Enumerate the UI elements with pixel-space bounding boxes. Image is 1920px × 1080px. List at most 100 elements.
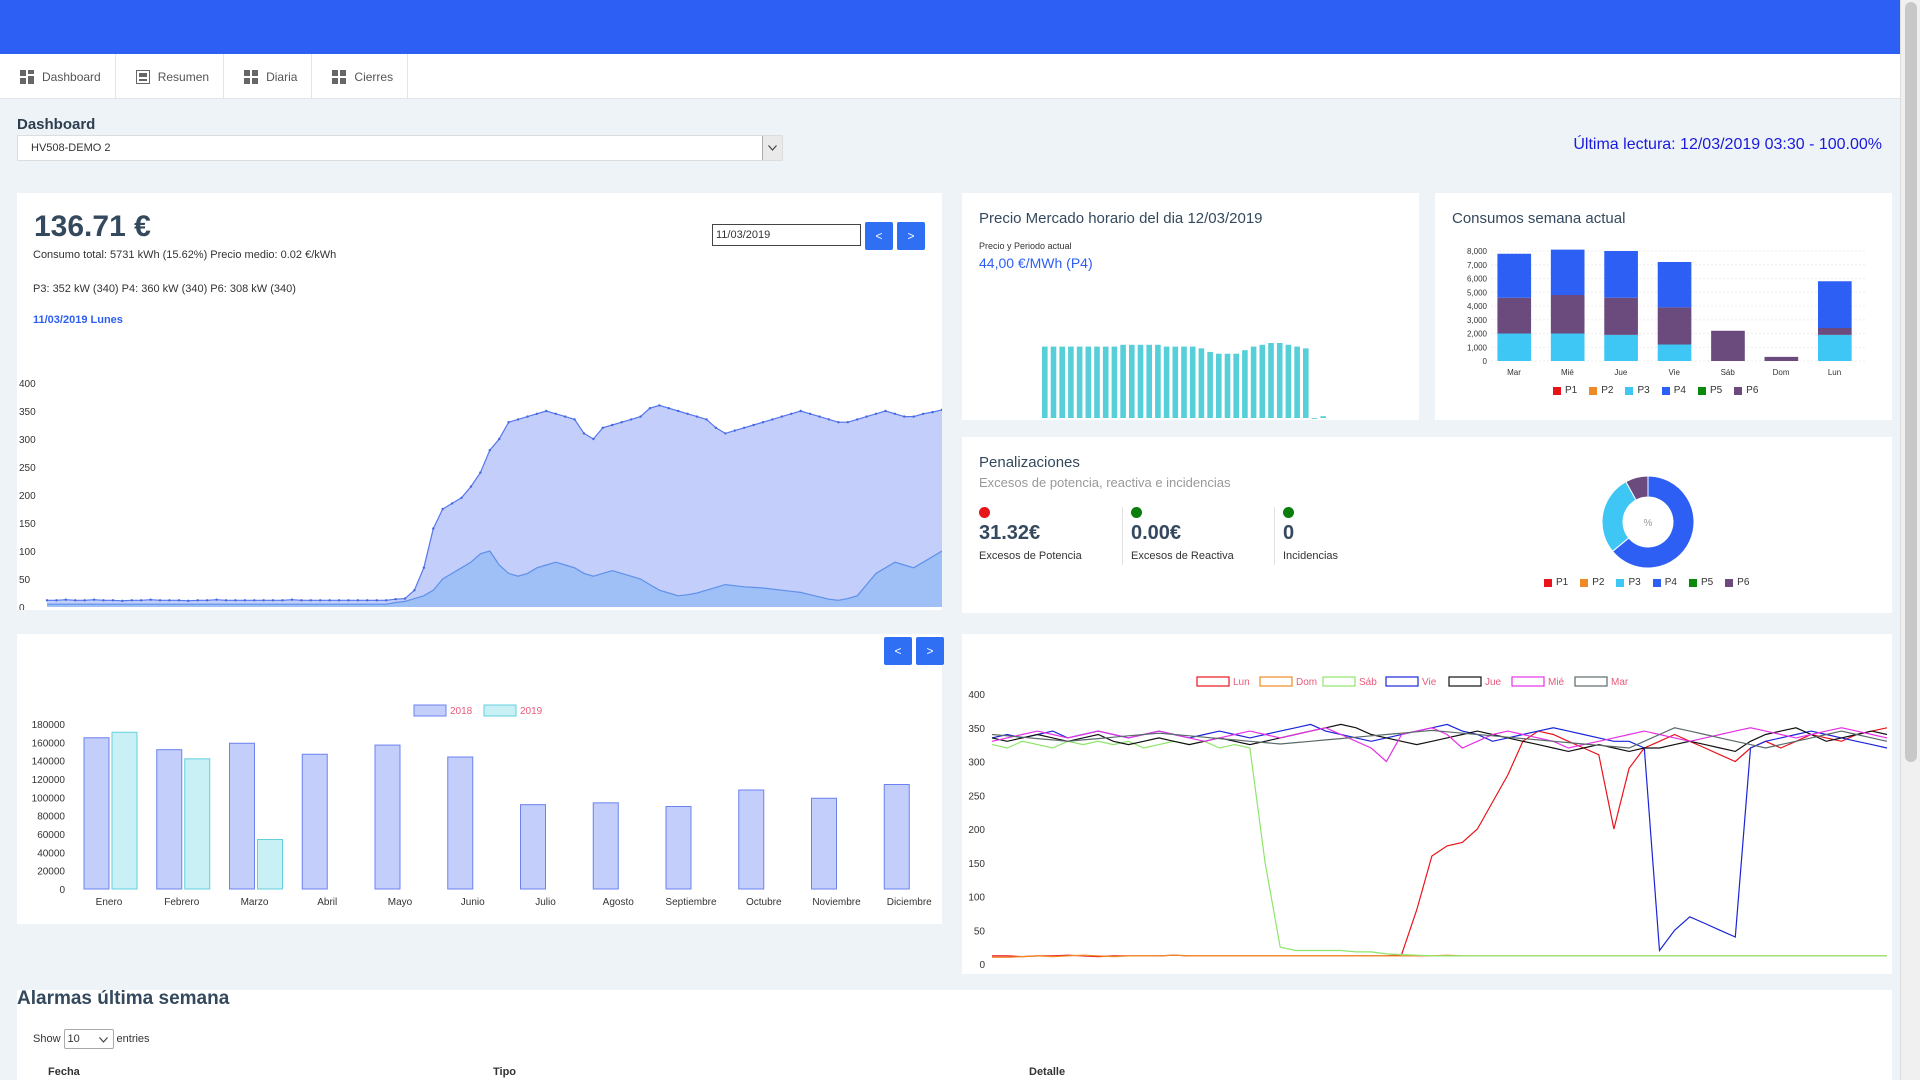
price-bar <box>1059 346 1065 418</box>
data-point <box>903 415 906 418</box>
data-point <box>526 415 529 418</box>
scrollbar-thumb[interactable] <box>1905 2 1917 762</box>
legend-item[interactable]: P2 <box>1589 385 1613 396</box>
data-point <box>667 407 670 410</box>
data-point <box>648 407 652 410</box>
data-point <box>705 418 708 421</box>
column-header-detalle[interactable]: Detalle <box>1029 1066 1066 1078</box>
y-tick-label: 180000 <box>32 720 66 731</box>
legend-item[interactable]: P4 <box>1661 385 1686 396</box>
stacked-bar-segment <box>1711 330 1745 361</box>
legend-item[interactable]: P5 <box>1697 385 1722 396</box>
data-point <box>432 527 435 530</box>
data-point <box>460 496 463 499</box>
legend-item[interactable]: P4 <box>1652 577 1677 588</box>
date-input[interactable]: 11/03/2019 <box>712 224 861 246</box>
next-year-button[interactable]: > <box>916 637 944 665</box>
legend-item[interactable]: P6 <box>1725 577 1749 588</box>
nav-item-dashboard[interactable]: Dashboard <box>0 54 116 99</box>
data-point <box>677 409 680 413</box>
closures-icon <box>332 69 347 84</box>
status-dot <box>1131 507 1142 518</box>
stacked-bar-segment <box>1657 262 1692 308</box>
data-point <box>149 598 152 601</box>
y-tick-label: 2,000 <box>1467 330 1488 339</box>
entries-select[interactable]: 10 <box>63 1029 114 1049</box>
data-point <box>140 599 143 602</box>
price-bar <box>1120 344 1126 418</box>
y-tick-label: 8,000 <box>1467 247 1488 256</box>
nav-item-cierres[interactable]: Cierres <box>312 54 409 99</box>
data-point <box>234 599 237 602</box>
month-bar <box>883 784 910 890</box>
data-point <box>253 599 256 602</box>
data-point <box>658 404 661 407</box>
x-tick-label: Vie <box>1669 368 1681 377</box>
page-scrollbar[interactable] <box>1900 0 1920 1080</box>
penalties-donut-chart: % <box>1601 475 1695 569</box>
column-header-fecha[interactable]: Fecha <box>48 1066 80 1078</box>
legend-swatch <box>1322 676 1356 687</box>
y-tick-label: 0 <box>19 603 25 610</box>
price-bar <box>1129 344 1135 418</box>
nav-item-diaria[interactable]: Diaria <box>224 54 313 99</box>
column-header-tipo[interactable]: Tipo <box>493 1066 517 1078</box>
data-point <box>808 412 812 415</box>
data-point <box>309 599 312 602</box>
legend-item[interactable]: P5 <box>1688 577 1713 588</box>
last-reading: Última lectura: 12/03/2019 03:30 - 100.0… <box>1573 136 1882 153</box>
price-bar <box>1137 344 1144 418</box>
donut-center-label: % <box>1644 518 1653 529</box>
prev-day-button[interactable]: < <box>865 222 893 250</box>
legend-item[interactable]: P2 <box>1580 577 1604 588</box>
weekly-consumption-panel: Consumos semana actual 0 1,000 2,000 3,000 4… <box>1435 193 1892 420</box>
device-select[interactable]: HV508-DEMO 2 <box>17 135 783 161</box>
nav-item-resumen[interactable]: Resumen <box>116 54 225 99</box>
legend-swatch <box>1697 386 1706 395</box>
prev-year-button[interactable]: < <box>884 637 912 665</box>
data-point <box>742 426 746 429</box>
show-label: Show <box>33 1033 61 1045</box>
series-line-Lun <box>992 727 1888 958</box>
data-point <box>74 599 77 602</box>
data-point <box>384 599 388 602</box>
data-point <box>196 599 199 602</box>
data-point <box>629 418 633 421</box>
stacked-bar-segment <box>1764 356 1799 361</box>
data-point <box>394 597 397 601</box>
stacked-bar-segment <box>1550 249 1585 295</box>
legend-swatch <box>1196 676 1230 687</box>
month-bar <box>811 797 837 890</box>
data-point <box>300 599 303 602</box>
legend-item[interactable]: P1 <box>1553 385 1577 396</box>
legend-swatch <box>1511 676 1545 687</box>
data-point <box>893 412 897 415</box>
data-point <box>573 418 576 421</box>
month-bar <box>301 753 328 890</box>
legend-item[interactable]: P6 <box>1734 385 1758 396</box>
price-bar <box>1198 348 1205 418</box>
data-point <box>479 471 482 474</box>
y-tick-label: 80000 <box>37 812 65 823</box>
month-bar <box>665 806 692 890</box>
y-tick-label: 7,000 <box>1467 261 1488 270</box>
market-price-subtitle: Precio y Periodo actual <box>979 241 1072 251</box>
data-point <box>337 599 341 602</box>
series-line-Vie <box>991 723 1888 953</box>
data-point <box>545 409 548 413</box>
data-point <box>102 599 105 602</box>
next-day-button[interactable]: > <box>897 222 925 250</box>
chevron-down-icon[interactable] <box>762 136 782 160</box>
price-bar <box>1303 348 1309 418</box>
legend-swatch <box>1553 386 1561 395</box>
stacked-bar-segment <box>1550 295 1585 334</box>
data-point <box>856 418 859 421</box>
data-point <box>780 415 784 418</box>
legend-item[interactable]: P3 <box>1625 385 1650 396</box>
data-point <box>271 599 275 602</box>
legend-item[interactable]: P3 <box>1616 577 1641 588</box>
legend-label: P1 <box>1565 385 1578 396</box>
y-tick-label: 250 <box>19 463 36 474</box>
area-fill-0 <box>47 405 942 607</box>
legend-item[interactable]: P1 <box>1544 577 1568 588</box>
